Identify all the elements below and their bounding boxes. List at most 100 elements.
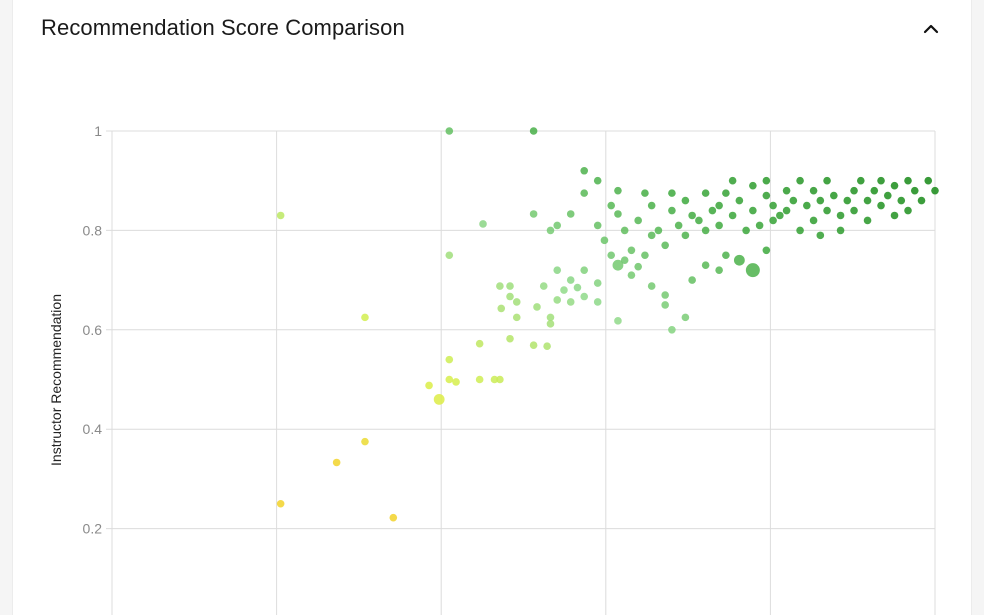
data-point [276, 499, 285, 508]
data-point [452, 378, 460, 386]
data-point [728, 176, 737, 185]
data-point [445, 375, 454, 384]
data-point [479, 220, 487, 228]
data-point [647, 201, 656, 210]
data-point [641, 251, 649, 260]
data-point [332, 458, 341, 467]
data-point [661, 301, 669, 309]
y-tick-label: 1 [94, 123, 102, 139]
data-point [681, 196, 690, 205]
data-point [742, 226, 750, 235]
data-point [823, 176, 831, 185]
data-point [877, 201, 885, 210]
data-point [897, 196, 906, 205]
data-point [749, 206, 757, 215]
data-point [796, 226, 804, 235]
data-point [890, 211, 899, 220]
data-point [745, 263, 760, 278]
data-point [641, 189, 649, 197]
data-point [728, 211, 737, 220]
y-tick-label: 0.2 [83, 521, 103, 537]
data-point [506, 334, 514, 343]
data-point [580, 292, 589, 301]
chart-card: Recommendation Score Comparison [12, 0, 972, 615]
data-point [904, 176, 912, 185]
y-tick-label: 0.6 [83, 322, 103, 338]
data-point [620, 256, 629, 265]
data-point [863, 216, 872, 225]
data-point [796, 176, 804, 185]
data-point [612, 259, 624, 271]
data-point [580, 166, 589, 175]
data-point [276, 211, 285, 220]
data-point [533, 303, 541, 311]
data-point [661, 291, 669, 299]
data-point [870, 186, 879, 195]
data-point [553, 266, 562, 274]
data-point [593, 221, 602, 230]
data-point [512, 298, 521, 306]
data-point [475, 375, 484, 384]
data-point [529, 210, 538, 218]
data-point [445, 127, 454, 135]
data-point [647, 231, 656, 240]
data-point [722, 189, 730, 197]
data-point [722, 251, 730, 260]
data-point [701, 261, 710, 269]
data-point [593, 279, 602, 287]
data-point [803, 201, 811, 210]
data-point [634, 262, 642, 271]
data-point [816, 196, 825, 205]
data-point [924, 176, 933, 185]
data-point [497, 304, 506, 313]
data-point [735, 196, 744, 205]
data-point [529, 127, 538, 135]
data-point [789, 196, 798, 205]
data-point [733, 254, 745, 266]
data-point [823, 206, 831, 215]
data-point [715, 266, 723, 274]
data-point [708, 206, 717, 215]
data-point [445, 251, 454, 260]
data-point [506, 282, 514, 290]
data-point [614, 317, 622, 325]
data-point [681, 231, 690, 240]
data-point [850, 206, 858, 215]
data-point [701, 226, 710, 235]
data-point [681, 313, 690, 322]
data-point [668, 206, 676, 215]
data-point [836, 211, 845, 220]
data-point [701, 189, 710, 197]
data-point [553, 221, 562, 230]
data-point [593, 176, 602, 185]
data-point [762, 191, 771, 200]
data-point [475, 339, 484, 348]
data-point [762, 176, 771, 185]
data-point [496, 282, 504, 290]
data-point [566, 276, 575, 284]
data-point [445, 355, 454, 364]
data-point [496, 375, 504, 384]
chevron-up-icon [923, 24, 939, 34]
data-point [776, 211, 784, 220]
data-point [904, 206, 912, 215]
data-point [674, 221, 683, 230]
data-point [546, 320, 555, 328]
data-point [566, 210, 575, 218]
data-point [389, 513, 398, 522]
data-points [276, 127, 939, 522]
data-point [512, 313, 521, 322]
data-point [856, 176, 865, 185]
data-point [546, 226, 555, 235]
data-point [361, 313, 369, 322]
data-point [782, 206, 791, 215]
data-point [809, 186, 818, 195]
collapse-button[interactable] [917, 14, 945, 42]
data-point [425, 381, 433, 390]
data-point [715, 221, 723, 230]
data-point [688, 276, 696, 284]
data-point [688, 211, 696, 220]
data-point [830, 191, 838, 200]
data-point [917, 196, 926, 205]
